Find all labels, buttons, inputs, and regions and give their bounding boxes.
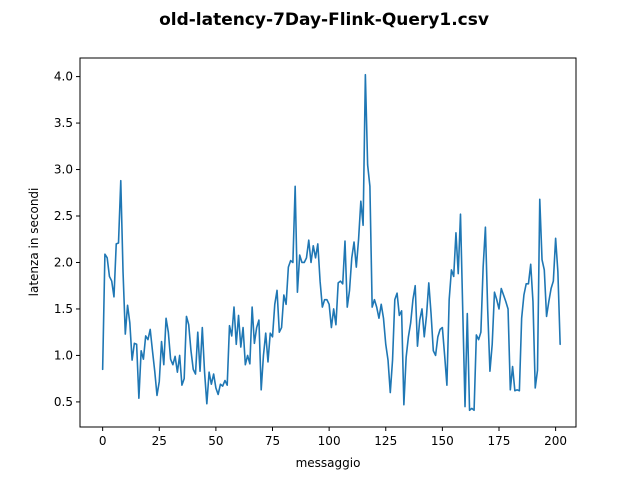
y-tick-label: 2.0 <box>54 255 73 269</box>
x-tick-label: 125 <box>374 434 397 448</box>
y-tick-label: 3.0 <box>54 163 73 177</box>
x-tick-label: 200 <box>544 434 567 448</box>
x-axis-label: messaggio <box>296 456 361 470</box>
y-tick-label: 1.5 <box>54 302 73 316</box>
y-tick-label: 2.5 <box>54 209 73 223</box>
series-line <box>101 73 561 412</box>
plot-area-frame <box>79 57 577 428</box>
x-axis: 0 25 50 75 100 125 150 175 200 <box>99 427 567 448</box>
x-tick-label: 0 <box>99 434 107 448</box>
y-tick-label: 4.0 <box>54 70 73 84</box>
x-tick-label: 150 <box>431 434 454 448</box>
x-tick-label: 50 <box>208 434 223 448</box>
y-axis-label: latenza in secondi <box>27 188 41 297</box>
x-tick-label: 175 <box>488 434 511 448</box>
chart-title: old-latency-7Day-Flink-Query1.csv <box>159 10 489 30</box>
y-tick-label: 0.5 <box>54 395 73 409</box>
y-tick-label: 3.5 <box>54 116 73 130</box>
x-tick-label: 75 <box>265 434 280 448</box>
x-tick-label: 25 <box>152 434 167 448</box>
y-tick-label: 1.0 <box>54 348 73 362</box>
y-axis: 0.5 1.0 1.5 2.0 2.5 3.0 3.5 4.0 <box>54 70 80 409</box>
x-tick-label: 100 <box>318 434 341 448</box>
